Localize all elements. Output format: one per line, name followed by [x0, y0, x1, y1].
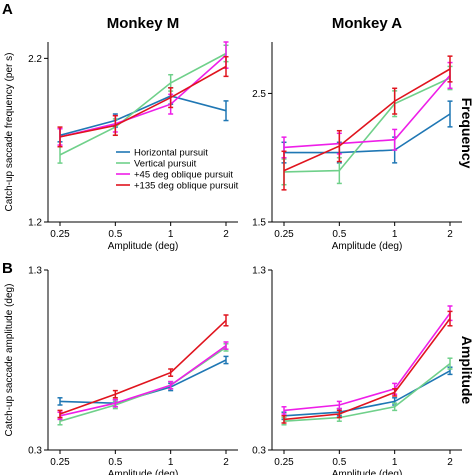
x-axis-label: Amplitude (deg) — [332, 241, 403, 252]
row-title-amplitude: Amplitude — [459, 336, 474, 405]
x-tick-label: 1 — [168, 229, 174, 240]
series-line-horizontal-pursuit — [59, 95, 227, 137]
y-tick-label: 0.3 — [28, 446, 42, 457]
panel-label-b: B — [2, 260, 13, 277]
series-line-horizontal-pursuit — [59, 359, 227, 405]
panel-label-a: A — [2, 1, 13, 18]
series-line-135-deg-oblique-pursuit — [283, 318, 451, 421]
x-tick-label: 1 — [392, 229, 398, 240]
plot-panel-4: 0.25 0.5 1 2 0.3 1.3 Amplitude (deg) — [252, 266, 462, 475]
x-tick-label: 0.5 — [332, 229, 346, 240]
x-tick-label: 1 — [392, 457, 398, 468]
plot-panel-3: 0.25 0.5 1 2 0.3 1.3 Amplitude (deg) Catch-up s… — [4, 266, 238, 475]
series-line-horizontal-pursuit — [283, 370, 451, 417]
x-axis-label: Amplitude (deg) — [108, 469, 179, 475]
x-tick-label: 1 — [168, 457, 174, 468]
y-tick-label: 0.3 — [252, 446, 266, 457]
x-tick-label: 0.5 — [108, 457, 122, 468]
x-tick-label: 0.25 — [274, 229, 294, 240]
x-tick-label: 0.5 — [332, 457, 346, 468]
y-tick-label: 1.3 — [252, 266, 266, 277]
series-line-135-deg-oblique-pursuit — [283, 68, 451, 172]
series-line-135-deg-oblique-pursuit — [59, 65, 227, 138]
legend-label: +45 deg oblique pursuit — [134, 170, 233, 181]
y-tick-label: 2.2 — [28, 54, 42, 65]
series-line-45-deg-oblique-pursuit — [59, 344, 227, 417]
x-axis-label: Amplitude (deg) — [108, 241, 179, 252]
y-tick-label: 1.3 — [28, 266, 42, 277]
x-tick-label: 2 — [447, 457, 453, 468]
series-line-45-deg-oblique-pursuit — [59, 54, 227, 138]
x-tick-label: 0.25 — [50, 457, 70, 468]
x-tick-label: 2 — [447, 229, 453, 240]
y-axis-label: Catch-up saccade frequency (per s) — [4, 53, 15, 212]
row-title-frequency: Frequency — [459, 98, 474, 169]
plot-panel-1: 0.25 0.5 1 2 1.2 2.2 Amplitude (deg) Catch-up s… — [4, 41, 239, 252]
series-line-horizontal-pursuit — [284, 113, 451, 154]
series-line-vertical-pursuit — [283, 77, 451, 173]
y-axis-label: Catch-up saccade amplitude (deg) — [4, 284, 15, 437]
x-tick-label: 0.5 — [108, 229, 122, 240]
plot-panel-2: 0.25 0.5 1 2 1.5 2.5 Amplitude (deg) — [252, 42, 462, 252]
legend-label: Horizontal pursuit — [134, 148, 208, 159]
legend-label: Vertical pursuit — [134, 159, 197, 170]
y-tick-label: 1.5 — [252, 218, 266, 229]
column-title-monkey-m: Monkey M — [107, 15, 180, 32]
column-title-monkey-a: Monkey A — [332, 15, 402, 32]
y-tick-label: 1.2 — [28, 218, 42, 229]
series-line-45-deg-oblique-pursuit — [283, 74, 451, 149]
x-tick-label: 0.25 — [274, 457, 294, 468]
y-tick-label: 2.5 — [252, 89, 266, 100]
x-tick-label: 0.25 — [50, 229, 70, 240]
x-axis-label: Amplitude (deg) — [332, 469, 403, 475]
series-line-vertical-pursuit — [283, 362, 451, 422]
x-tick-label: 2 — [223, 457, 229, 468]
series-line-135-deg-oblique-pursuit — [59, 319, 227, 415]
series-line-45-deg-oblique-pursuit — [283, 312, 451, 412]
x-tick-label: 2 — [223, 229, 229, 240]
series-line-vertical-pursuit — [59, 52, 227, 156]
legend-label: +135 deg oblique pursuit — [134, 181, 239, 192]
